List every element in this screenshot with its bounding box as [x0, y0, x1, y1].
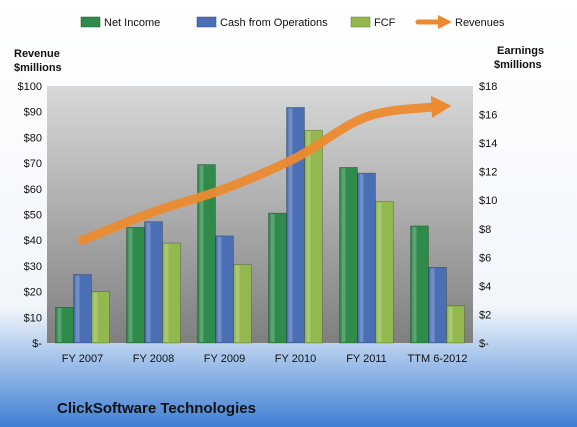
left-tick-label: $70 [24, 158, 42, 170]
legend-arrow-revenues [415, 15, 452, 29]
right-tick-label: $16 [479, 110, 497, 122]
line-revenues [78, 102, 442, 245]
right-tick-label: $8 [479, 224, 491, 236]
right-axis-title-line1: Earnings [497, 45, 544, 57]
bar-highlight [412, 226, 417, 342]
bars-layer [55, 107, 465, 344]
legend-swatch-net-income [80, 16, 101, 28]
left-tick-label: $- [32, 338, 42, 350]
category-label: FY 2007 [62, 353, 103, 365]
bar-fcf [162, 242, 181, 344]
bar-highlight [199, 165, 204, 342]
company-title: ClickSoftware Technologies [57, 400, 256, 417]
right-tick-label: $2 [479, 309, 491, 321]
left-axis-title-line1: Revenue [14, 48, 60, 60]
bar-highlight [164, 244, 169, 342]
legend: Net Income Cash from Operations FCF Reve… [80, 15, 505, 29]
bar-fcf [91, 291, 110, 344]
right-axis-title-line2: $millions [494, 59, 542, 71]
left-tick-label: $90 [24, 107, 42, 119]
line-arrowhead [430, 95, 452, 118]
bar-highlight [235, 265, 240, 342]
bar-highlight [448, 306, 453, 342]
category-label: FY 2008 [133, 353, 174, 365]
legend-swatch-fcf [350, 16, 371, 28]
left-tick-label: $50 [24, 210, 42, 222]
right-tick-label: $12 [479, 167, 497, 179]
line-layer [78, 95, 452, 245]
left-tick-label: $10 [24, 312, 42, 324]
category-label: FY 2011 [346, 353, 387, 365]
bar-highlight [217, 236, 222, 342]
legend-label-fcf: FCF [374, 17, 396, 29]
right-tick-label: $- [479, 338, 489, 350]
bar-fcf [446, 305, 465, 344]
bar-highlight [430, 268, 435, 342]
legend-label-cash-from-operations: Cash from Operations [220, 17, 328, 29]
category-label: TTM 6-2012 [408, 353, 468, 365]
bar-highlight [288, 108, 293, 343]
bar-highlight [75, 275, 80, 342]
bar-highlight [93, 292, 98, 342]
right-tick-label: $18 [479, 81, 497, 93]
legend-label-net-income: Net Income [104, 17, 160, 29]
bar-fcf [375, 201, 394, 344]
plot-area [47, 86, 473, 343]
left-tick-label: $40 [24, 235, 42, 247]
left-tick-label: $100 [18, 81, 42, 93]
bar-highlight [146, 222, 151, 342]
bar-fcf [233, 264, 252, 344]
left-axis-title-line2: $millions [14, 62, 62, 74]
right-axis-ticks: $- $2 $4 $6 $8 $10 $12 $14 $16 $18 [479, 81, 497, 350]
bar-highlight [359, 174, 364, 342]
bar-fcf [304, 129, 323, 344]
right-tick-label: $4 [479, 281, 491, 293]
right-tick-label: $6 [479, 252, 491, 264]
category-label: FY 2010 [275, 353, 316, 365]
bar-highlight [270, 214, 275, 342]
left-tick-label: $30 [24, 261, 42, 273]
bar-highlight [377, 202, 382, 342]
right-tick-label: $10 [479, 195, 497, 207]
category-label: FY 2009 [204, 353, 245, 365]
left-axis-ticks: $- $10 $20 $30 $40 $50 $60 $70 $80 $90 $100 [18, 81, 43, 350]
legend-label-revenues: Revenues [455, 17, 505, 29]
left-tick-label: $80 [24, 132, 42, 144]
bar-cash-from-operations [428, 267, 447, 344]
left-tick-label: $20 [24, 287, 42, 299]
bar-highlight [306, 131, 311, 342]
legend-swatch-cash-from-operations [196, 16, 217, 28]
right-tick-label: $14 [479, 138, 497, 150]
bar-highlight [341, 168, 346, 342]
left-tick-label: $60 [24, 184, 42, 196]
category-labels: FY 2007 FY 2008 FY 2009 FY 2010 FY 2011 TTM 6… [62, 353, 468, 365]
bar-highlight [57, 308, 62, 342]
bar-highlight [128, 228, 133, 342]
